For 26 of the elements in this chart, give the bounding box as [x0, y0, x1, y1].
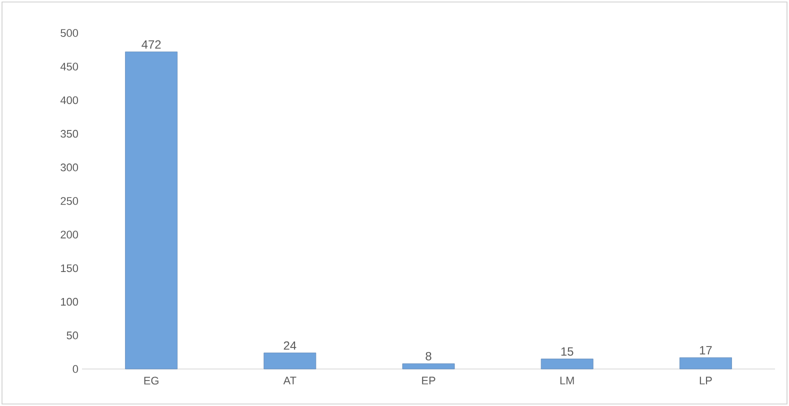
bar	[540, 358, 594, 370]
bar	[680, 357, 732, 370]
data-label: 24	[284, 341, 296, 350]
y-tick-label: 0	[72, 365, 78, 373]
y-tick-label: 200	[60, 230, 78, 238]
data-label: 15	[561, 347, 574, 356]
y-tick-label: 500	[60, 29, 78, 37]
y-tick-label: 250	[60, 197, 78, 205]
bar	[402, 363, 455, 370]
data-label: 472	[142, 40, 161, 49]
y-tick-label: 300	[60, 164, 78, 172]
bar	[125, 52, 178, 370]
y-tick-label: 450	[60, 62, 78, 70]
y-tick-label: 400	[60, 96, 78, 104]
y-tick-label: 150	[61, 264, 78, 272]
data-label: 17	[700, 346, 712, 354]
y-tick-label: 350	[60, 130, 78, 138]
data-label: 8	[426, 352, 432, 360]
x-tick-label: AT	[283, 376, 296, 384]
y-tick-label: 50	[66, 332, 78, 340]
bar	[264, 352, 316, 370]
y-tick-label: 100	[61, 298, 78, 306]
x-tick-label: LP	[700, 376, 712, 384]
x-tick-label: EG	[144, 376, 158, 385]
x-tick-label: LM	[560, 376, 574, 384]
x-tick-label: EP	[422, 376, 436, 384]
